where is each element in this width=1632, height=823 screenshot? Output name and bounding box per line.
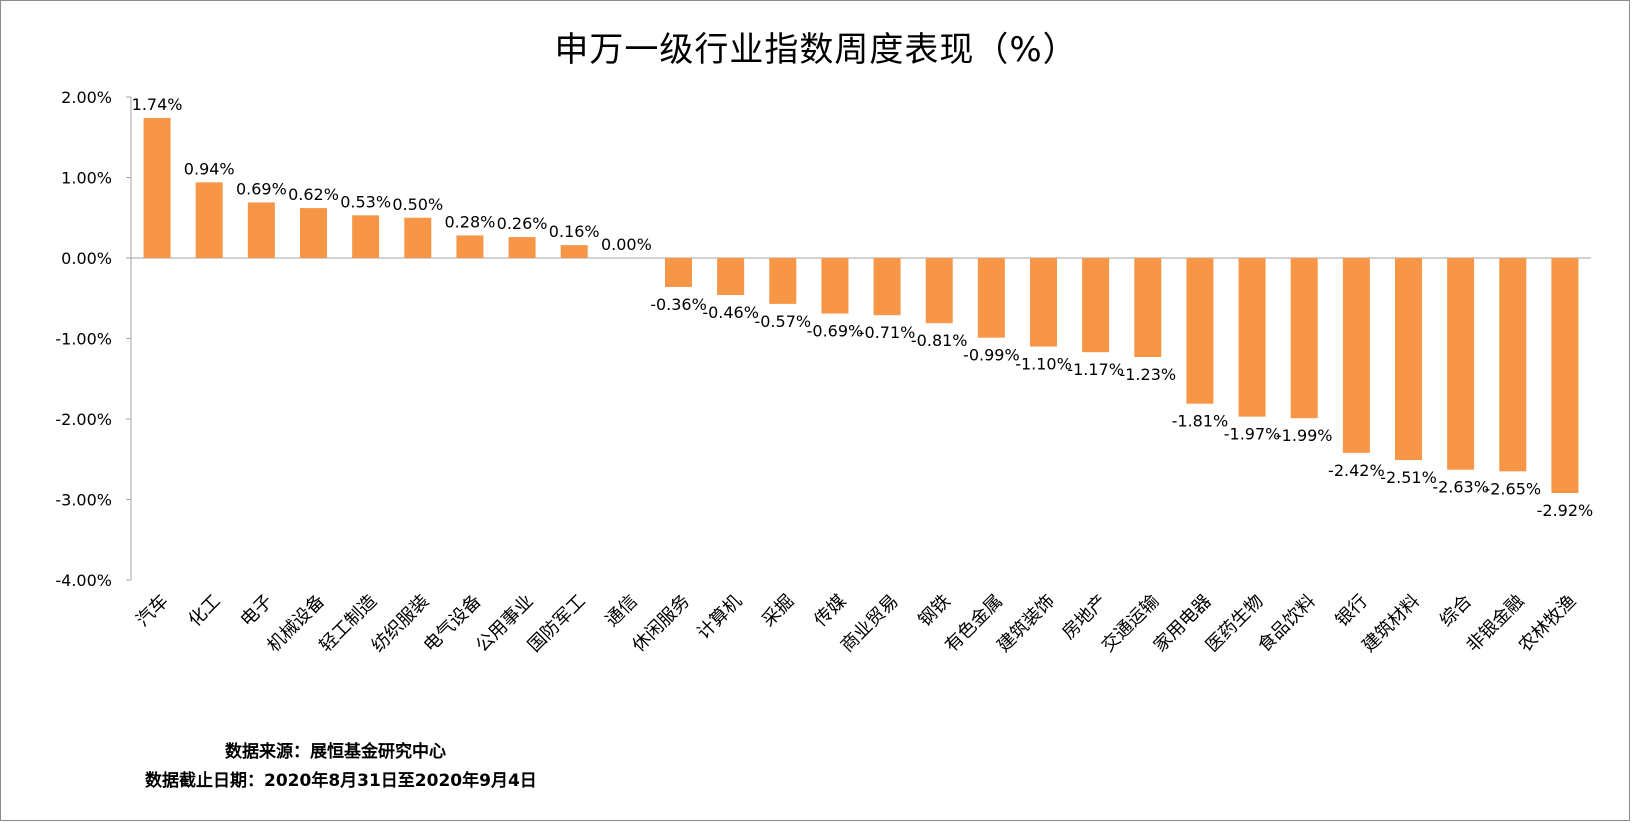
data-label: 0.16% — [549, 222, 600, 241]
data-label: 0.28% — [445, 212, 496, 231]
data-label: -1.81% — [1172, 412, 1229, 431]
bar — [143, 117, 171, 259]
data-source-note: 数据来源：展恒基金研究中心 — [225, 742, 446, 762]
data-label: -1.97% — [1224, 425, 1281, 444]
bar — [1290, 258, 1318, 419]
x-tick-label: 计算机 — [693, 591, 746, 644]
data-label: 0.26% — [497, 214, 548, 233]
bar — [1499, 258, 1527, 472]
x-tick-label: 商业贸易 — [837, 591, 903, 657]
x-tick-label: 汽车 — [132, 591, 172, 631]
y-tick-label: -4.00% — [55, 571, 112, 590]
data-date-note: 数据截止日期：2020年8月31日至2020年9月4日 — [145, 771, 537, 791]
bar — [1082, 258, 1110, 353]
bar — [195, 182, 223, 258]
bar — [821, 258, 849, 314]
y-tick-label: 2.00% — [61, 88, 112, 107]
x-tick-label: 通信 — [602, 591, 642, 631]
x-tick-label: 电子 — [237, 591, 277, 631]
bar — [1447, 258, 1475, 470]
data-label: -2.92% — [1537, 501, 1594, 520]
data-label: -0.69% — [807, 322, 864, 341]
data-label: 0.53% — [340, 192, 391, 211]
x-tick-label: 国防军工 — [524, 591, 590, 657]
bar — [1342, 258, 1370, 453]
x-tick-label: 建筑装饰 — [993, 591, 1059, 657]
data-label: 0.50% — [392, 195, 443, 214]
bar — [1134, 258, 1162, 358]
x-tick-label: 传媒 — [810, 591, 850, 631]
data-label: -2.42% — [1328, 461, 1385, 480]
data-label: 0.69% — [236, 179, 287, 198]
x-tick-label: 农林牧渔 — [1515, 591, 1581, 657]
bar — [247, 202, 275, 258]
x-tick-label: 银行 — [1332, 591, 1372, 631]
bar — [717, 258, 745, 296]
data-label: 0.94% — [184, 159, 235, 178]
x-tick-label: 钢铁 — [914, 591, 954, 631]
y-tick-label: -2.00% — [55, 410, 112, 429]
y-tick-label: 1.00% — [61, 169, 112, 188]
data-label: -0.46% — [702, 303, 759, 322]
x-tick-label: 食品饮料 — [1254, 591, 1320, 657]
y-tick-label: -1.00% — [55, 330, 112, 349]
bar — [508, 237, 536, 258]
data-label: 0.00% — [601, 235, 652, 254]
bar — [352, 215, 380, 258]
data-label: -0.71% — [859, 323, 916, 342]
bar — [1238, 258, 1266, 417]
bar — [873, 258, 901, 316]
bar — [404, 217, 432, 258]
x-tick-label: 综合 — [1436, 591, 1476, 631]
data-label: -0.81% — [911, 331, 968, 350]
bar — [925, 258, 953, 324]
data-label: -0.99% — [963, 346, 1020, 365]
data-label: 1.74% — [132, 95, 183, 114]
x-tick-label: 建筑材料 — [1358, 591, 1424, 657]
bar — [977, 258, 1005, 338]
bar — [665, 258, 692, 287]
data-label: -0.36% — [650, 295, 707, 314]
data-label: -2.51% — [1380, 468, 1437, 487]
x-tick-label: 休闲服务 — [628, 591, 694, 657]
y-tick-label: -3.00% — [55, 491, 112, 510]
data-label: -1.23% — [1119, 365, 1176, 384]
bar — [1030, 258, 1057, 347]
bar — [1551, 258, 1579, 494]
x-tick-label: 化工 — [184, 591, 224, 631]
x-tick-label: 采掘 — [758, 591, 798, 631]
data-label: -0.57% — [754, 312, 811, 331]
chart-title: 申万一级行业指数周度表现（%） — [554, 30, 1078, 70]
bar — [300, 208, 327, 258]
data-label: -2.63% — [1432, 478, 1489, 497]
data-label: -1.10% — [1015, 355, 1072, 374]
data-label: -1.17% — [1067, 360, 1124, 379]
bar — [1395, 258, 1422, 461]
data-label: 0.62% — [288, 185, 339, 204]
bar — [769, 258, 797, 304]
bar — [456, 235, 484, 258]
y-tick-label: 0.00% — [61, 249, 112, 268]
bar — [560, 245, 588, 258]
bar — [1186, 258, 1214, 404]
data-label: -2.65% — [1484, 479, 1541, 498]
data-label: -1.99% — [1276, 426, 1333, 445]
